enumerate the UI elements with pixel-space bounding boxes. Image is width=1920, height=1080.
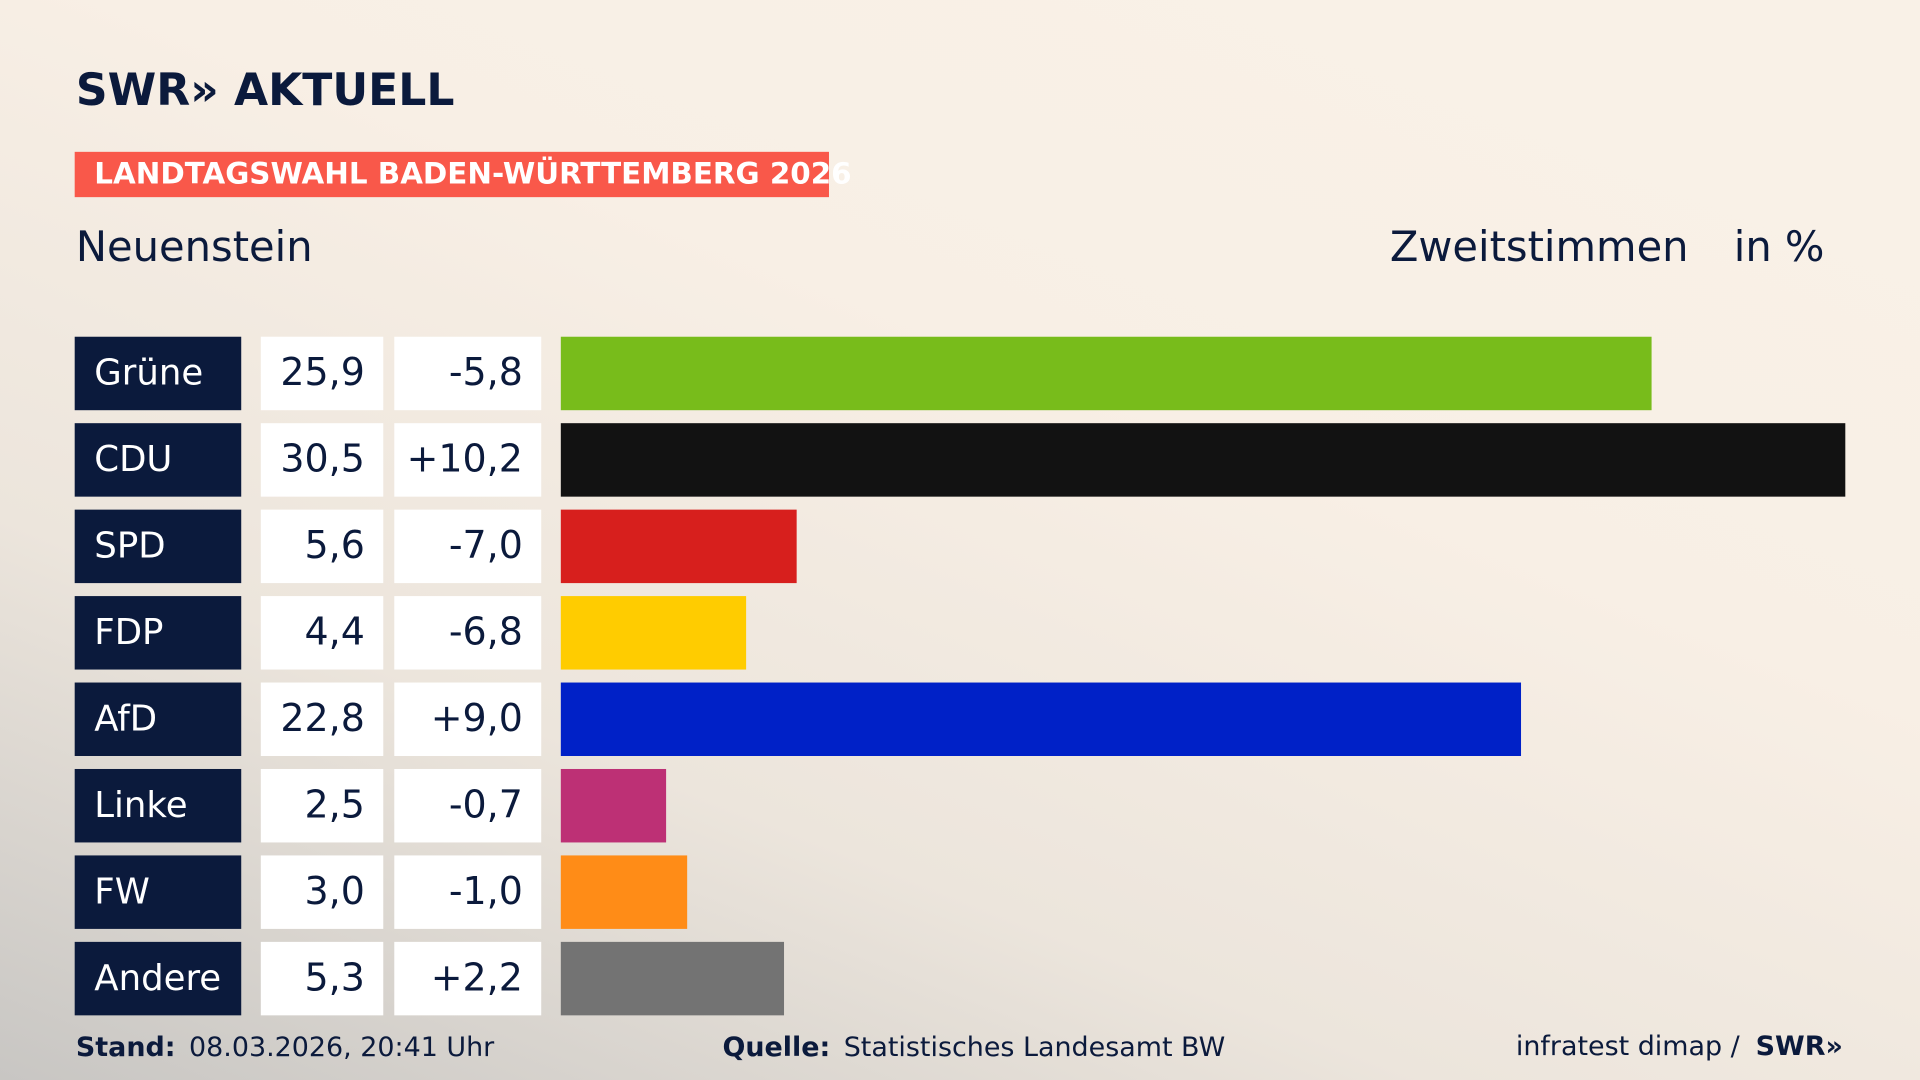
bar [560, 941, 785, 1016]
party-cell [74, 336, 242, 411]
party-label: Linke [94, 785, 187, 826]
bar [560, 682, 1522, 756]
stand: 08.03.2026, 20:41 Uhr [189, 1032, 495, 1063]
party-label: SPD [94, 526, 165, 567]
change-cell [394, 768, 542, 843]
change-label: +9,0 [431, 696, 523, 740]
change-cell [394, 336, 542, 411]
party-label: AfD [94, 698, 157, 739]
value-cell [260, 596, 384, 670]
party-cell [74, 941, 242, 1016]
change-cell [394, 423, 542, 497]
change-label: +10,2 [407, 437, 523, 481]
rows: Grüne 25,9 -5,8 CDU 30,5 +10,2 SPD 5,6 -7,0 FDP 4,… [74, 336, 1846, 1016]
change-cell [394, 596, 542, 670]
footer-credit: infratest dimap / SWR» [1516, 1030, 1843, 1061]
value-cell [260, 509, 384, 584]
party-cell [74, 423, 242, 497]
change-cell [394, 855, 542, 929]
value-label: 5,3 [305, 955, 365, 999]
value-cell [260, 768, 384, 843]
value-cell [260, 855, 384, 929]
value-cell [260, 682, 384, 756]
footer-source: Quelle: Statistisches Landesamt BW [722, 1032, 1225, 1063]
value-label: 3,0 [305, 869, 365, 913]
party-label: Grüne [94, 353, 203, 394]
party-label: FW [94, 871, 150, 912]
bar [560, 768, 667, 843]
party-label: Andere [94, 958, 221, 999]
change-cell [394, 509, 542, 584]
value-label: 5,6 [305, 523, 365, 567]
party-cell [74, 596, 242, 670]
stand-label: Stand: [76, 1032, 176, 1063]
source-label: Quelle: [722, 1032, 830, 1063]
value-label: 25,9 [280, 350, 364, 394]
party-label: CDU [94, 439, 172, 480]
change-label: -5,8 [449, 350, 523, 394]
change-cell [394, 682, 542, 756]
value-cell [260, 941, 384, 1016]
brand-logo: SWR» AKTUELL [76, 65, 455, 116]
measure: Zweitstimmen [1390, 222, 1689, 271]
value-label: 30,5 [280, 437, 364, 481]
party-cell [74, 768, 242, 843]
change-label: -7,0 [449, 523, 523, 567]
bar [560, 509, 797, 584]
unit: in % [1734, 222, 1825, 271]
location: Neuenstein [76, 222, 313, 271]
bar [560, 336, 1652, 411]
change-label: +2,2 [431, 955, 523, 999]
party-cell [74, 682, 242, 756]
party-label: FDP [94, 612, 163, 653]
credit-brand: SWR» [1756, 1030, 1843, 1061]
party-cell [74, 509, 242, 584]
bar [560, 423, 1846, 497]
value-label: 22,8 [280, 696, 364, 740]
change-label: -0,7 [449, 782, 523, 826]
bar [560, 596, 747, 670]
source: Statistisches Landesamt BW [844, 1032, 1225, 1063]
footer-stand: Stand: 08.03.2026, 20:41 Uhr [76, 1032, 495, 1063]
value-cell [260, 336, 384, 411]
bar [560, 855, 688, 929]
change-label: -1,0 [449, 869, 523, 913]
change-label: -6,8 [449, 610, 523, 654]
change-cell [394, 941, 542, 1016]
party-cell [74, 855, 242, 929]
banner-text: LANDTAGSWAHL BADEN-WÜRTTEMBERG 2026 [94, 155, 851, 191]
value-cell [260, 423, 384, 497]
value-label: 4,4 [305, 610, 365, 654]
value-label: 2,5 [305, 782, 365, 826]
banner [74, 151, 829, 198]
institute: infratest dimap / [1516, 1030, 1741, 1061]
